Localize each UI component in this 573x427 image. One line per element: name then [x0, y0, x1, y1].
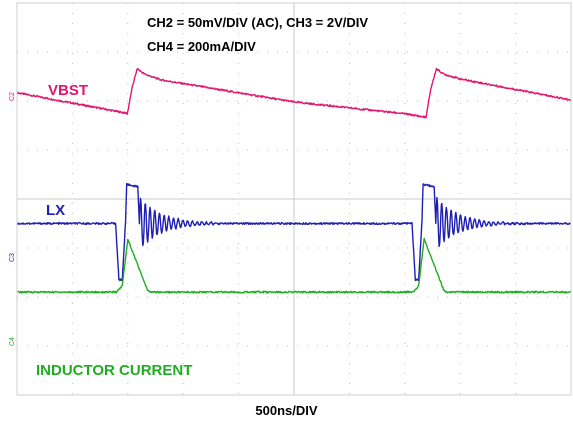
settings-line-1: CH2 = 50mV/DIV (AC), CH3 = 2V/DIV [147, 15, 368, 30]
lx-label: LX [46, 202, 65, 219]
x-axis-label: 500ns/DIV [255, 403, 318, 418]
vbst-label: VBST [48, 82, 88, 99]
vbst-channel-marker: C2 [9, 92, 16, 101]
lx-channel-marker: C3 [9, 253, 16, 262]
traces [16, 67, 572, 294]
lx-trace [16, 182, 572, 282]
plot-border [16, 2, 572, 396]
inductor-current-trace [16, 237, 572, 294]
graticule [17, 3, 571, 395]
settings-line-2: CH4 = 200mA/DIV [147, 39, 256, 54]
inductor-current-label: INDUCTOR CURRENT [36, 362, 192, 379]
inductor-current-channel-marker: C4 [9, 337, 16, 346]
vbst-trace [16, 67, 572, 119]
